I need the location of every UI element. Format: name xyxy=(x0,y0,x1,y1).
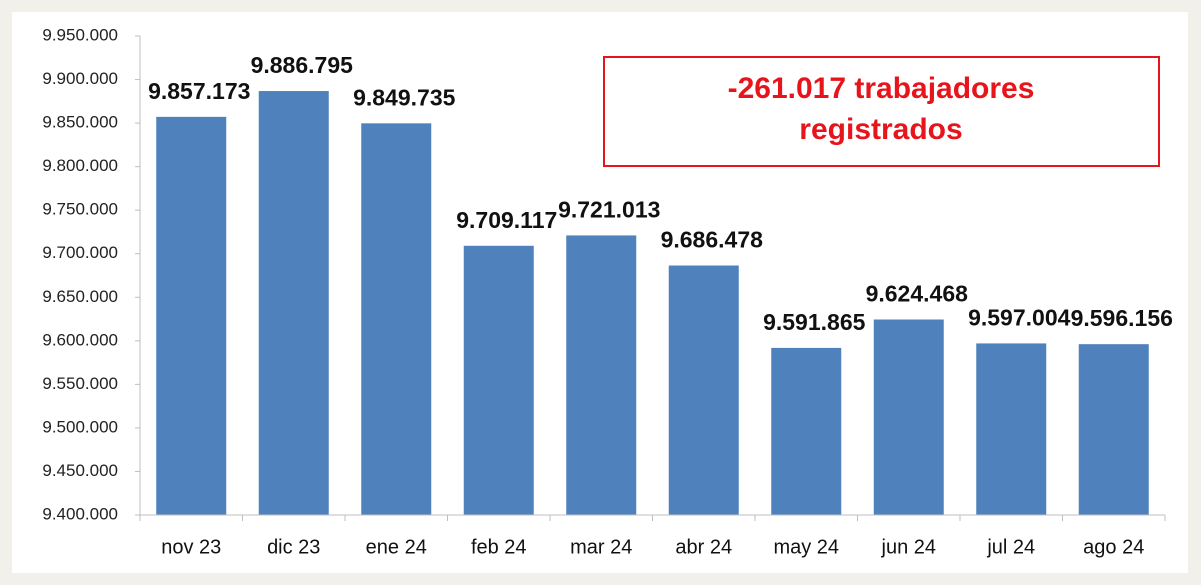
annotation-box xyxy=(603,56,1160,167)
y-tick-label: 9.800.000 xyxy=(42,156,118,175)
y-tick-label: 9.750.000 xyxy=(42,200,118,219)
bar xyxy=(361,123,432,515)
value-label: 9.597.004 xyxy=(968,305,1071,331)
y-tick-label: 9.850.000 xyxy=(42,113,118,132)
x-tick-label: abr 24 xyxy=(675,536,732,558)
y-tick-label: 9.950.000 xyxy=(42,25,118,44)
value-label: 9.686.478 xyxy=(661,227,764,253)
x-tick-label: dic 23 xyxy=(267,536,320,558)
bar xyxy=(771,347,842,515)
value-label: 9.709.117 xyxy=(456,207,557,233)
y-tick-label: 9.700.000 xyxy=(42,243,118,262)
bar xyxy=(873,319,944,515)
bar xyxy=(258,91,329,515)
x-tick-label: jul 24 xyxy=(986,536,1035,558)
x-tick-label: mar 24 xyxy=(570,536,632,558)
x-tick-label: jun 24 xyxy=(881,536,937,558)
x-tick-label: nov 23 xyxy=(161,536,221,558)
y-tick-label: 9.450.000 xyxy=(42,461,118,480)
value-label: 9.721.013 xyxy=(558,197,660,223)
x-tick-label: ene 24 xyxy=(366,536,427,558)
value-label: 9.857.173 xyxy=(148,78,250,104)
y-tick-label: 9.900.000 xyxy=(42,69,118,88)
value-label: 9.886.795 xyxy=(251,52,354,78)
x-tick-label: ago 24 xyxy=(1083,536,1144,558)
x-tick-label: may 24 xyxy=(773,536,839,558)
y-tick-label: 9.650.000 xyxy=(42,287,118,306)
annotation: -261.017 trabajadores xyxy=(728,72,1035,105)
bar xyxy=(668,265,739,515)
y-tick-label: 9.550.000 xyxy=(42,374,118,393)
y-tick-label: 9.600.000 xyxy=(42,330,118,349)
annotation: registrados xyxy=(799,113,962,146)
bar xyxy=(1078,344,1149,515)
y-tick-label: 9.500.000 xyxy=(42,417,118,436)
bar xyxy=(976,343,1047,515)
x-tick-label: feb 24 xyxy=(471,536,527,558)
value-label: 9.596.156 xyxy=(1071,305,1173,331)
value-label: 9.591.865 xyxy=(763,309,866,335)
y-tick-label: 9.400.000 xyxy=(42,504,118,523)
bar xyxy=(156,116,227,516)
bar xyxy=(463,245,534,515)
value-label: 9.849.735 xyxy=(353,84,456,110)
value-label: 9.624.468 xyxy=(866,281,969,307)
bar xyxy=(566,235,637,515)
